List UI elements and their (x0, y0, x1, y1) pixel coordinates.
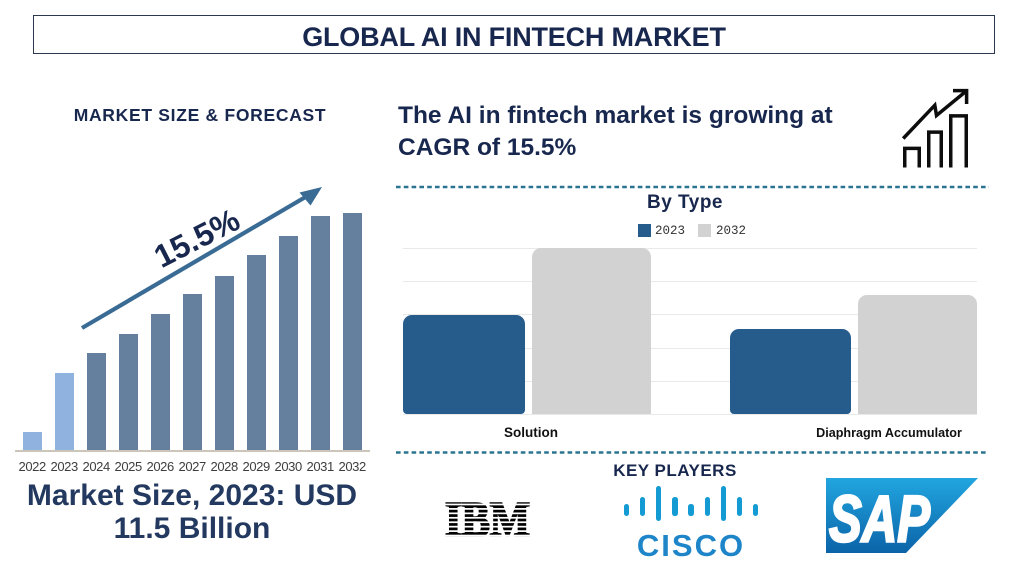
svg-text:SAP: SAP (829, 482, 931, 555)
